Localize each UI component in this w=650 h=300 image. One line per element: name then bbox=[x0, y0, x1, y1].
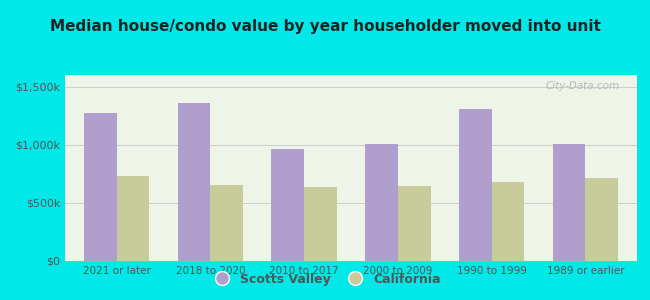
Bar bbox=[211, 185, 243, 261]
Bar bbox=[459, 109, 491, 261]
Bar bbox=[586, 178, 618, 261]
Text: City-Data.com: City-Data.com bbox=[546, 81, 620, 91]
Bar bbox=[491, 182, 525, 261]
Bar bbox=[365, 144, 398, 261]
Bar bbox=[304, 187, 337, 261]
Bar bbox=[84, 113, 116, 261]
Legend: Scotts Valley, California: Scotts Valley, California bbox=[205, 268, 445, 291]
Bar bbox=[271, 149, 304, 261]
Bar bbox=[177, 103, 211, 261]
Bar bbox=[398, 186, 431, 261]
Text: Median house/condo value by year householder moved into unit: Median house/condo value by year househo… bbox=[49, 20, 601, 34]
Bar bbox=[552, 144, 586, 261]
Bar bbox=[116, 176, 150, 261]
